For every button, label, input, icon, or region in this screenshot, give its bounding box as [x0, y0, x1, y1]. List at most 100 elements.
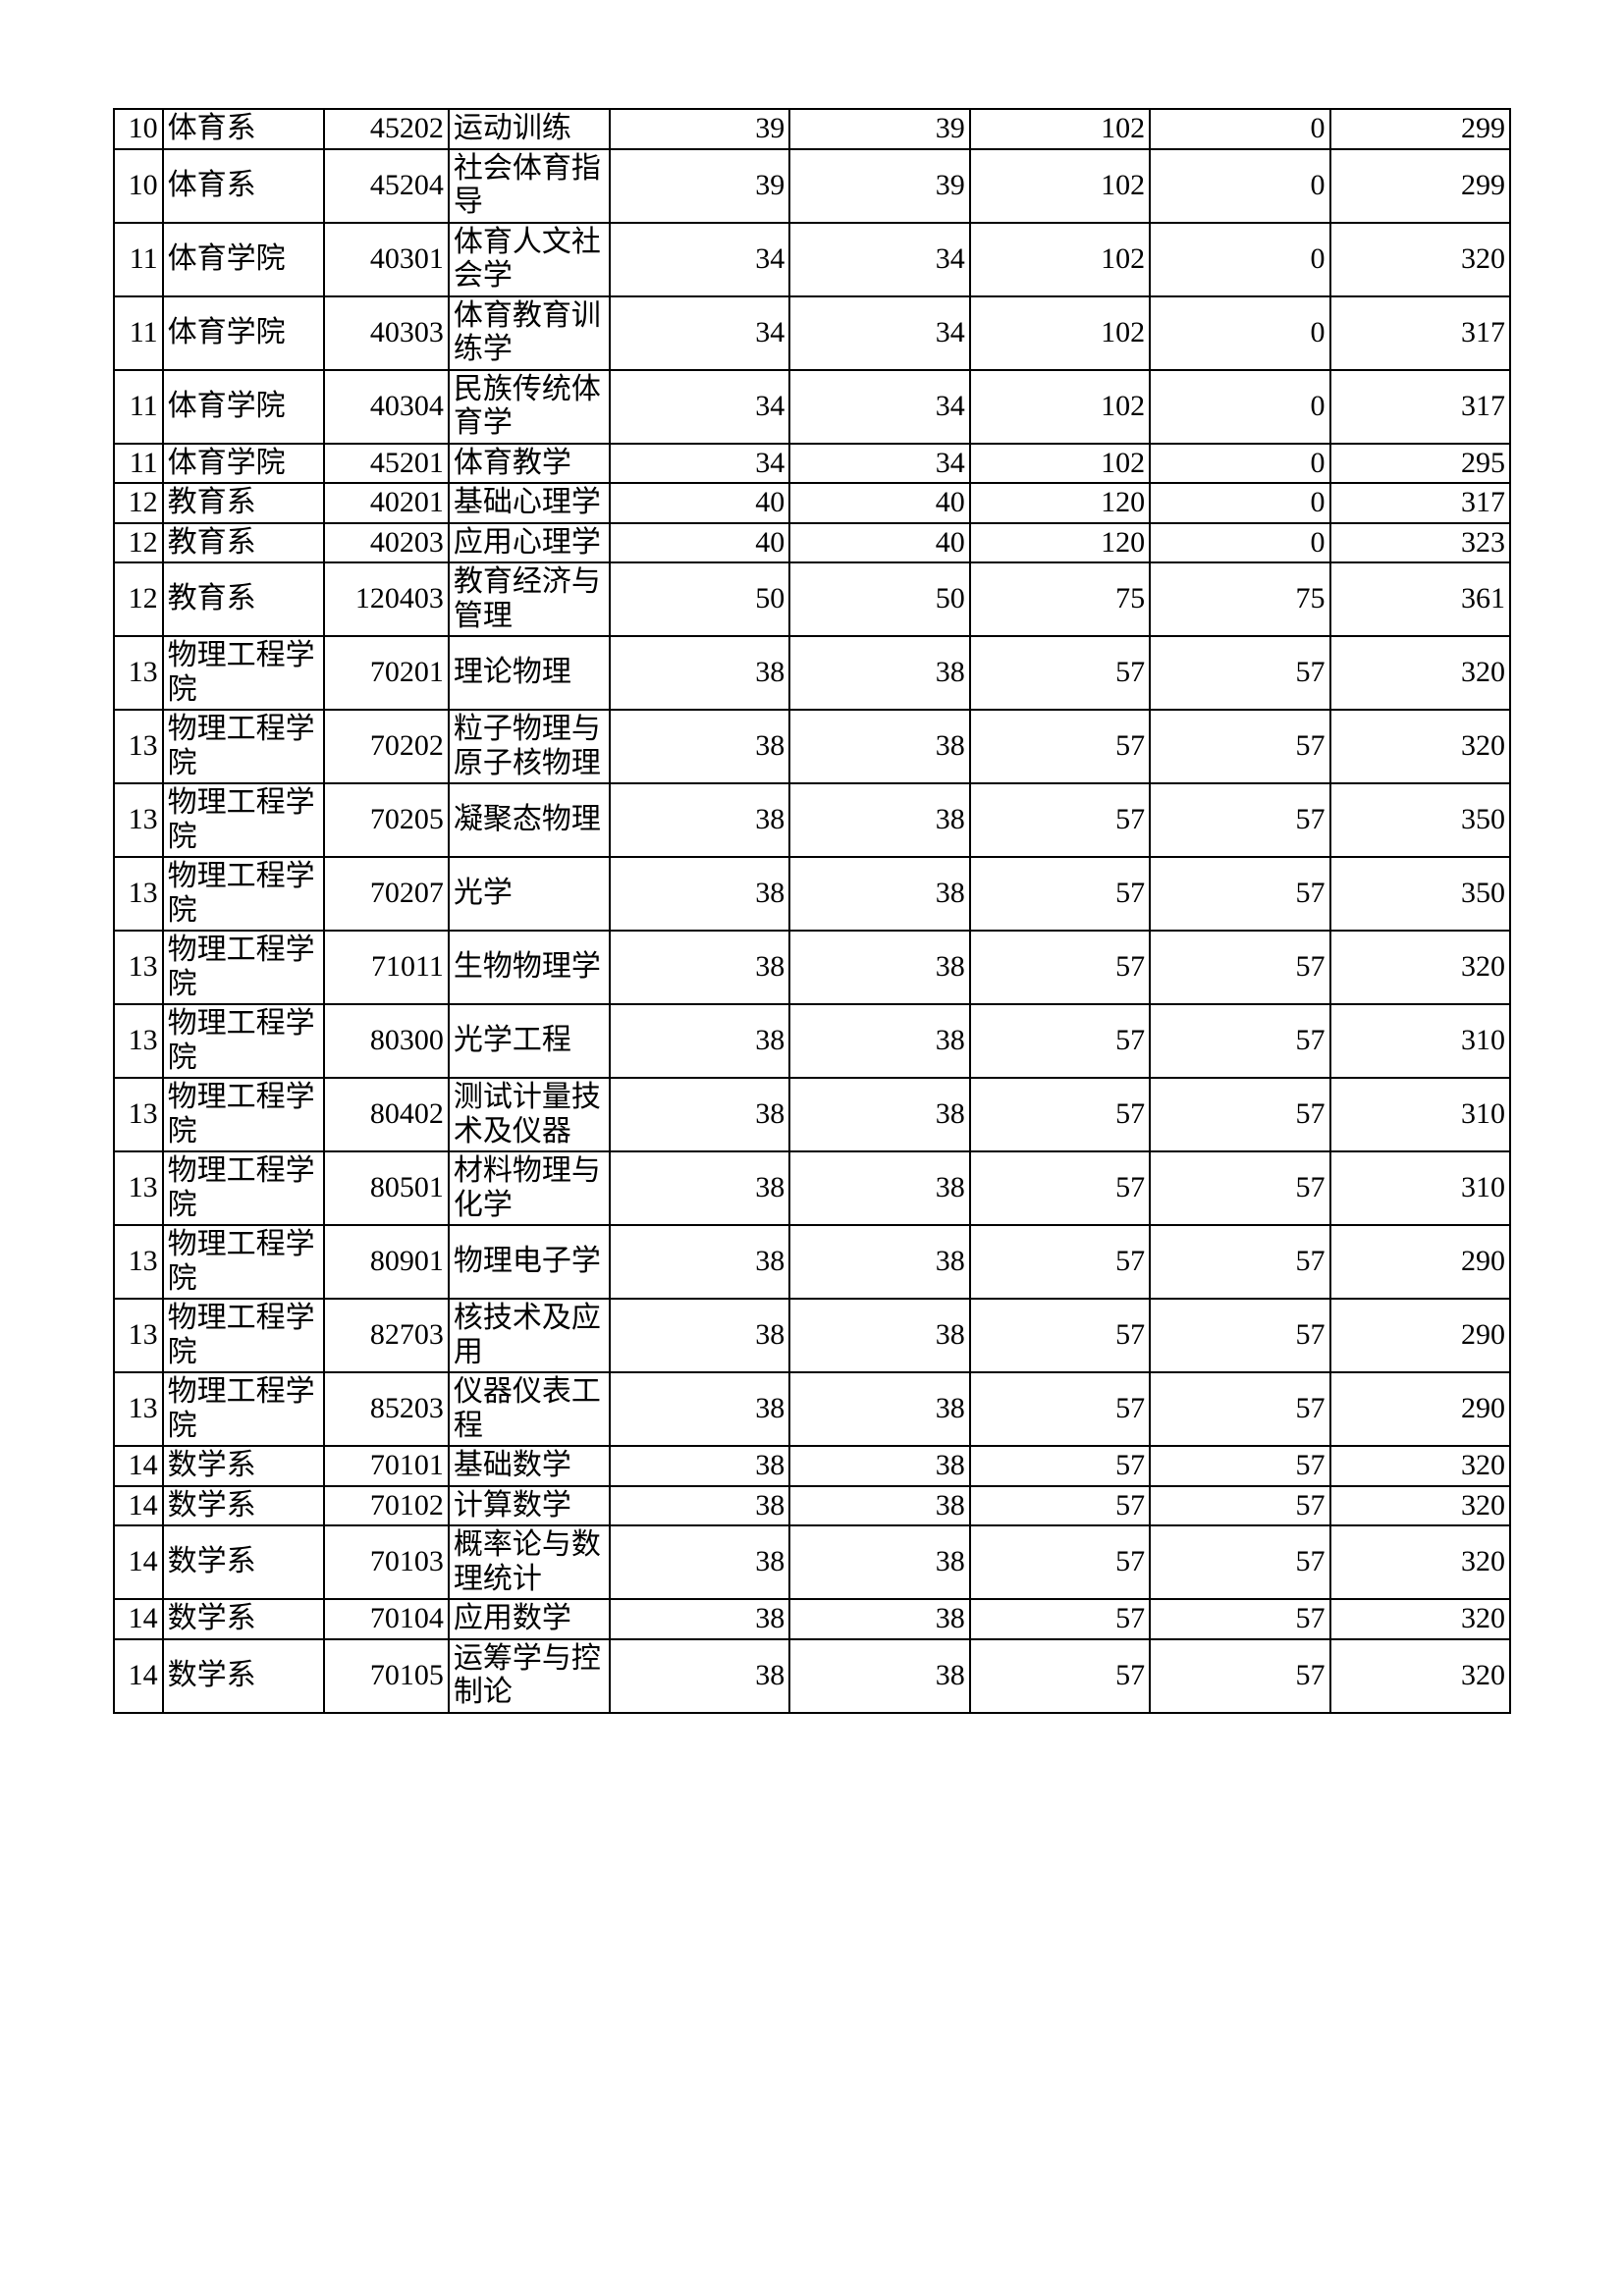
- cell-n5: 320: [1330, 1486, 1510, 1526]
- cell-n5: 290: [1330, 1372, 1510, 1446]
- data-table: 10体育系45202运动训练3939102029910体育系45204社会体育指…: [113, 108, 1511, 1714]
- cell-dept: 数学系: [163, 1525, 324, 1599]
- cell-idx: 13: [114, 1372, 163, 1446]
- cell-n2: 38: [789, 1525, 969, 1599]
- cell-n3: 120: [970, 523, 1150, 563]
- cell-idx: 10: [114, 109, 163, 149]
- cell-n4: 57: [1150, 1525, 1329, 1599]
- cell-n3: 57: [970, 1599, 1150, 1639]
- cell-idx: 14: [114, 1525, 163, 1599]
- table-row: 13物理工程学院70207光学38385757350: [114, 857, 1510, 931]
- cell-n2: 38: [789, 857, 969, 931]
- cell-n3: 75: [970, 562, 1150, 636]
- table-row: 13物理工程学院80901物理电子学38385757290: [114, 1225, 1510, 1299]
- cell-dept: 物理工程学院: [163, 1004, 324, 1078]
- cell-idx: 13: [114, 857, 163, 931]
- cell-n1: 38: [610, 1299, 789, 1372]
- cell-major: 仪器仪表工程: [449, 1372, 610, 1446]
- cell-n2: 38: [789, 1372, 969, 1446]
- cell-dept: 数学系: [163, 1639, 324, 1713]
- table-row: 13物理工程学院70201理论物理38385757320: [114, 636, 1510, 710]
- table-row: 14数学系70104应用数学38385757320: [114, 1599, 1510, 1639]
- cell-dept: 体育系: [163, 109, 324, 149]
- document-page: 10体育系45202运动训练3939102029910体育系45204社会体育指…: [0, 0, 1624, 2296]
- table-row: 13物理工程学院70202粒子物理与原子核物理38385757320: [114, 710, 1510, 783]
- cell-n2: 40: [789, 483, 969, 523]
- cell-idx: 13: [114, 1225, 163, 1299]
- cell-major: 光学工程: [449, 1004, 610, 1078]
- table-row: 13物理工程学院85203仪器仪表工程38385757290: [114, 1372, 1510, 1446]
- cell-n4: 57: [1150, 1599, 1329, 1639]
- table-row: 13物理工程学院70205凝聚态物理38385757350: [114, 783, 1510, 857]
- cell-n5: 299: [1330, 109, 1510, 149]
- table-body: 10体育系45202运动训练3939102029910体育系45204社会体育指…: [114, 109, 1510, 1713]
- cell-major: 运筹学与控制论: [449, 1639, 610, 1713]
- cell-dept: 体育学院: [163, 223, 324, 296]
- cell-n5: 320: [1330, 1525, 1510, 1599]
- cell-n2: 39: [789, 149, 969, 223]
- cell-code: 40301: [324, 223, 449, 296]
- cell-dept: 数学系: [163, 1599, 324, 1639]
- cell-dept: 体育系: [163, 149, 324, 223]
- cell-n1: 34: [610, 223, 789, 296]
- cell-n1: 38: [610, 1486, 789, 1526]
- table-row: 14数学系70102计算数学38385757320: [114, 1486, 1510, 1526]
- cell-n1: 38: [610, 1372, 789, 1446]
- cell-n4: 0: [1150, 296, 1329, 370]
- cell-n5: 299: [1330, 149, 1510, 223]
- cell-dept: 教育系: [163, 483, 324, 523]
- cell-n1: 39: [610, 109, 789, 149]
- cell-n1: 50: [610, 562, 789, 636]
- cell-dept: 物理工程学院: [163, 1151, 324, 1225]
- cell-major: 体育人文社会学: [449, 223, 610, 296]
- cell-n1: 38: [610, 636, 789, 710]
- cell-n3: 102: [970, 149, 1150, 223]
- cell-n5: 317: [1330, 483, 1510, 523]
- table-row: 13物理工程学院80501材料物理与化学38385757310: [114, 1151, 1510, 1225]
- table-row: 11体育学院40301体育人文社会学34341020320: [114, 223, 1510, 296]
- cell-n2: 38: [789, 1078, 969, 1151]
- cell-n1: 38: [610, 1151, 789, 1225]
- cell-major: 概率论与数理统计: [449, 1525, 610, 1599]
- cell-n1: 34: [610, 296, 789, 370]
- cell-dept: 物理工程学院: [163, 636, 324, 710]
- cell-idx: 13: [114, 1299, 163, 1372]
- cell-major: 社会体育指导: [449, 149, 610, 223]
- cell-major: 理论物理: [449, 636, 610, 710]
- cell-n2: 40: [789, 523, 969, 563]
- cell-n3: 57: [970, 1639, 1150, 1713]
- cell-n2: 38: [789, 710, 969, 783]
- cell-code: 45201: [324, 444, 449, 484]
- cell-major: 凝聚态物理: [449, 783, 610, 857]
- cell-n4: 57: [1150, 710, 1329, 783]
- table-row: 10体育系45204社会体育指导39391020299: [114, 149, 1510, 223]
- cell-n5: 320: [1330, 1446, 1510, 1486]
- cell-n3: 102: [970, 223, 1150, 296]
- cell-code: 80402: [324, 1078, 449, 1151]
- cell-n5: 310: [1330, 1078, 1510, 1151]
- cell-dept: 体育学院: [163, 296, 324, 370]
- cell-n1: 34: [610, 370, 789, 444]
- cell-n3: 102: [970, 444, 1150, 484]
- cell-n5: 320: [1330, 710, 1510, 783]
- cell-n1: 38: [610, 1599, 789, 1639]
- cell-idx: 13: [114, 931, 163, 1004]
- cell-n4: 57: [1150, 783, 1329, 857]
- cell-major: 测试计量技术及仪器: [449, 1078, 610, 1151]
- cell-n2: 34: [789, 223, 969, 296]
- cell-n3: 57: [970, 1446, 1150, 1486]
- cell-n3: 102: [970, 109, 1150, 149]
- cell-dept: 物理工程学院: [163, 1372, 324, 1446]
- cell-n2: 38: [789, 1639, 969, 1713]
- cell-n2: 38: [789, 1225, 969, 1299]
- cell-n4: 57: [1150, 1078, 1329, 1151]
- cell-idx: 10: [114, 149, 163, 223]
- cell-code: 85203: [324, 1372, 449, 1446]
- cell-code: 70101: [324, 1446, 449, 1486]
- cell-code: 70207: [324, 857, 449, 931]
- cell-major: 应用心理学: [449, 523, 610, 563]
- table-row: 13物理工程学院82703核技术及应用38385757290: [114, 1299, 1510, 1372]
- cell-n4: 57: [1150, 1299, 1329, 1372]
- table-row: 12教育系120403教育经济与管理50507575361: [114, 562, 1510, 636]
- cell-major: 生物物理学: [449, 931, 610, 1004]
